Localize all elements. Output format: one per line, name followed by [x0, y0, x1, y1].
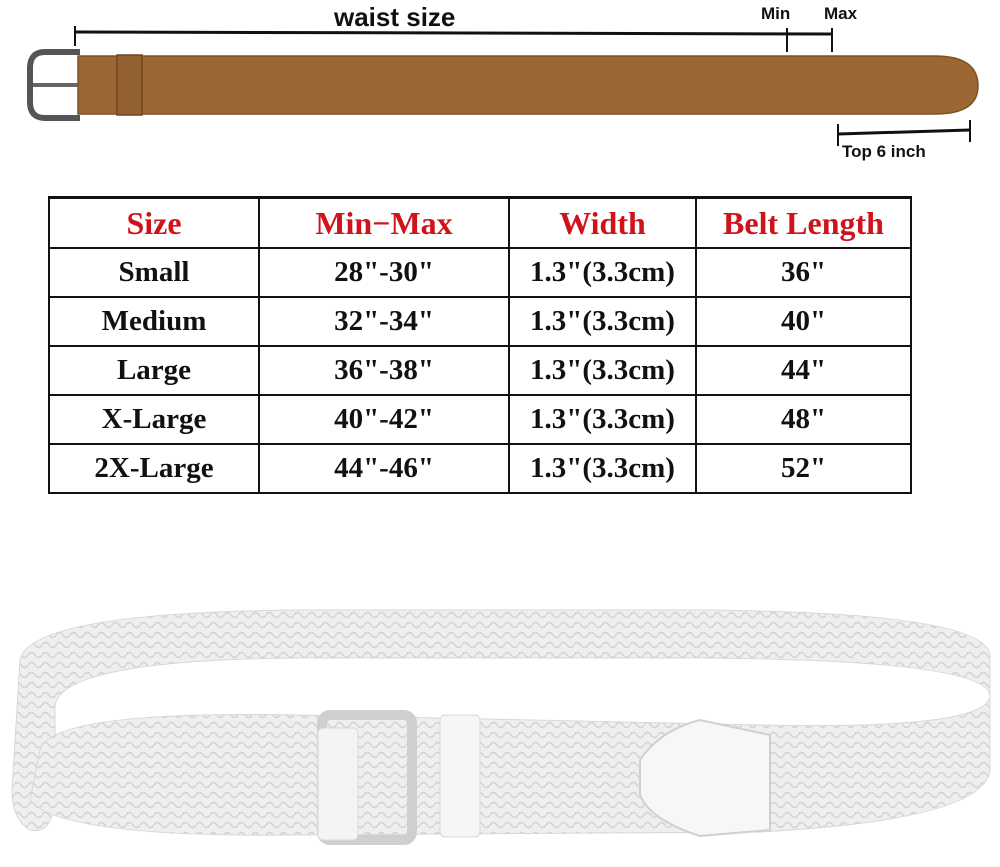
cell-width: 1.3"(3.3cm) [508, 346, 697, 396]
cell-belt-length: 48" [695, 395, 912, 445]
belt-back-strap [11, 609, 991, 832]
cell-belt-length: 40" [695, 297, 912, 347]
belt-front-strap [29, 694, 991, 836]
tip-length-label: Top 6 inch [842, 142, 926, 161]
cell-size: Small [48, 248, 260, 298]
size-chart-table: Size Min−Max Width Belt Length Small 28"… [48, 196, 912, 494]
header-min-max: Min−Max [258, 196, 510, 249]
cell-min-max: 28"-30" [258, 248, 510, 298]
waist-size-line [74, 30, 833, 36]
belt-loop [439, 714, 481, 838]
header-size: Size [48, 196, 260, 249]
belt-illustration [27, 26, 979, 146]
table-row: Large 36"-38" 1.3"(3.3cm) 44" [48, 346, 912, 396]
cell-width: 1.3"(3.3cm) [508, 395, 697, 445]
cell-min-max: 44"-46" [258, 444, 510, 494]
table-row: Small 28"-30" 1.3"(3.3cm) 36" [48, 248, 912, 298]
cell-size: Medium [48, 297, 260, 347]
header-width: Width [508, 196, 697, 249]
cell-size: Large [48, 346, 260, 396]
buckle-icon [27, 49, 80, 121]
table-header-row: Size Min−Max Width Belt Length [48, 196, 912, 249]
cell-min-max: 36"-38" [258, 346, 510, 396]
max-label: Max [824, 4, 858, 23]
cell-belt-length: 36" [695, 248, 912, 298]
cell-width: 1.3"(3.3cm) [508, 248, 697, 298]
table-row: Medium 32"-34" 1.3"(3.3cm) 40" [48, 297, 912, 347]
cell-belt-length: 52" [695, 444, 912, 494]
cell-belt-length: 44" [695, 346, 912, 396]
table-row: X-Large 40"-42" 1.3"(3.3cm) 48" [48, 395, 912, 445]
cell-size: X-Large [48, 395, 260, 445]
cell-size: 2X-Large [48, 444, 260, 494]
waist-size-label: waist size [334, 2, 456, 32]
table-row: 2X-Large 44"-46" 1.3"(3.3cm) 52" [48, 444, 912, 494]
white-braided-belt-photo [0, 600, 1000, 862]
cell-width: 1.3"(3.3cm) [508, 444, 697, 494]
cell-width: 1.3"(3.3cm) [508, 297, 697, 347]
belt-strap [77, 55, 979, 115]
belt-loop [116, 54, 143, 116]
belt-measurement-diagram: waist size Min Max Top 6 inch [0, 0, 1000, 180]
cell-min-max: 40"-42" [258, 395, 510, 445]
belt-tip [639, 718, 771, 838]
header-belt-length: Belt Length [695, 196, 912, 249]
cell-min-max: 32"-34" [258, 297, 510, 347]
buckle-keeper [317, 727, 359, 841]
tip-length-line [837, 128, 971, 136]
braided-belt-image [11, 609, 991, 845]
min-label: Min [761, 4, 791, 23]
